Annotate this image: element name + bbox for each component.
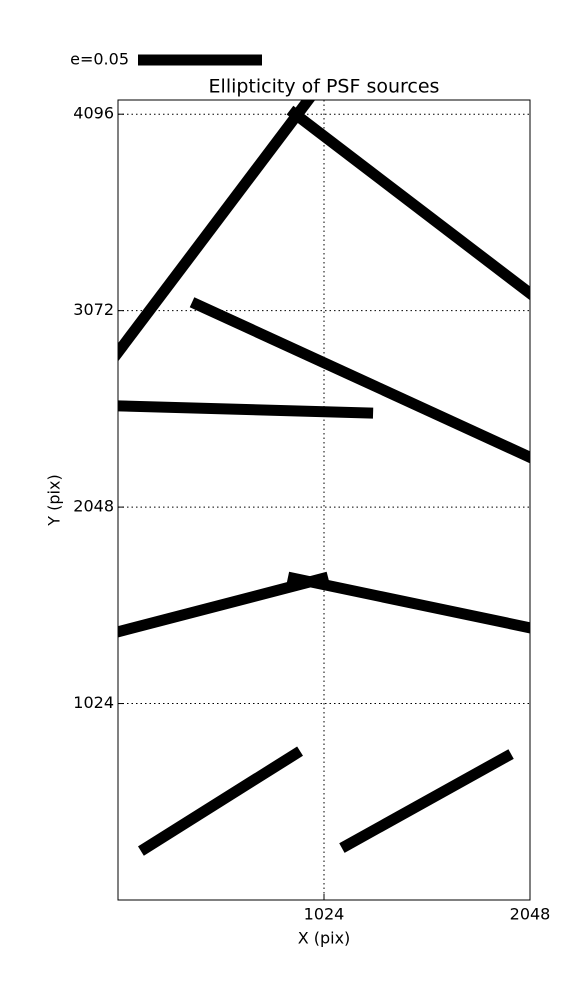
y-tick-label: 4096 bbox=[73, 104, 114, 123]
x-tick-label: 1024 bbox=[304, 905, 345, 924]
y-tick-label: 1024 bbox=[73, 693, 114, 712]
whisker bbox=[138, 746, 303, 856]
whisker bbox=[118, 400, 374, 419]
x-axis-label: X (pix) bbox=[298, 929, 351, 948]
key-label: e=0.05 bbox=[70, 50, 129, 69]
plot-area bbox=[118, 100, 530, 856]
whisker bbox=[339, 749, 514, 853]
y-tick-label: 3072 bbox=[73, 300, 114, 319]
whisker bbox=[286, 571, 530, 634]
whisker bbox=[118, 571, 330, 638]
x-tick-label: 2048 bbox=[510, 905, 551, 924]
whisker bbox=[189, 297, 530, 464]
whisker bbox=[118, 100, 316, 362]
y-axis-label: Y (pix) bbox=[45, 474, 64, 526]
whisker bbox=[286, 105, 530, 301]
chart-title: Ellipticity of PSF sources bbox=[209, 76, 440, 98]
y-tick-label: 2048 bbox=[73, 497, 114, 516]
